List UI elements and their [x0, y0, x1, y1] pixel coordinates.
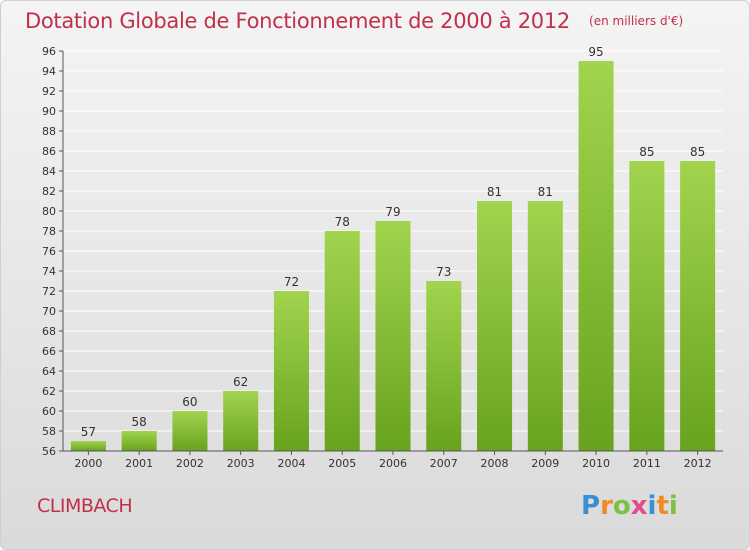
- title-row: Dotation Globale de Fonctionnement de 20…: [25, 9, 683, 33]
- x-tick-label: 2008: [481, 457, 509, 470]
- bar-2010: [578, 61, 614, 451]
- x-tick-label: 2010: [582, 457, 610, 470]
- bar-2004: [273, 291, 309, 451]
- bar-2000: [70, 441, 106, 451]
- axis-layer: 56 58 60 62 64 66 68 70 72 74 76 78 80 82 84 86 88 90 92 94…: [42, 45, 723, 470]
- y-tick-label: 56: [42, 445, 56, 458]
- value-label: 57: [81, 425, 96, 439]
- logo-letter: r: [600, 491, 613, 521]
- bar-2008: [477, 201, 513, 451]
- y-tick-label: 92: [42, 85, 56, 98]
- value-label: 85: [639, 145, 654, 159]
- x-tick-label: 2005: [328, 457, 356, 470]
- y-tick-label: 90: [42, 105, 56, 118]
- value-label: 72: [284, 275, 299, 289]
- y-tick-label: 84: [42, 165, 56, 178]
- bar-2009: [527, 201, 563, 451]
- y-tick-label: 94: [42, 65, 56, 78]
- value-label: 85: [690, 145, 705, 159]
- bar-2007: [426, 281, 462, 451]
- logo-letter: o: [612, 491, 631, 521]
- x-tick-label: 2012: [684, 457, 712, 470]
- place-label: CLIMBACH: [37, 495, 133, 517]
- logo-letter: i: [668, 491, 678, 521]
- proxiti-logo: Proxiti: [581, 491, 678, 521]
- bar-2002: [172, 411, 208, 451]
- bar-2001: [121, 431, 157, 451]
- y-tick-label: 60: [42, 405, 56, 418]
- x-tick-label: 2002: [176, 457, 204, 470]
- logo-letter: x: [630, 491, 648, 521]
- bar-2012: [680, 161, 716, 451]
- x-tick-label: 2011: [633, 457, 661, 470]
- y-tick-label: 74: [42, 265, 56, 278]
- y-tick-label: 70: [42, 305, 56, 318]
- value-label: 73: [436, 265, 451, 279]
- bar-2003: [223, 391, 259, 451]
- y-tick-label: 68: [42, 325, 56, 338]
- y-tick-label: 58: [42, 425, 56, 438]
- x-tick-label: 2001: [125, 457, 153, 470]
- x-tick-label: 2009: [531, 457, 559, 470]
- y-tick-label: 82: [42, 185, 56, 198]
- chart-title: Dotation Globale de Fonctionnement de 20…: [25, 9, 570, 33]
- x-tick-label: 2006: [379, 457, 407, 470]
- value-label: 81: [538, 185, 553, 199]
- y-tick-label: 80: [42, 205, 56, 218]
- x-tick-label: 2003: [227, 457, 255, 470]
- x-tick-label: 2007: [430, 457, 458, 470]
- y-tick-label: 78: [42, 225, 56, 238]
- logo-letter: t: [656, 491, 669, 521]
- y-tick-label: 88: [42, 125, 56, 138]
- logo-letter: P: [581, 491, 601, 521]
- y-tick-label: 72: [42, 285, 56, 298]
- logo-letter: i: [647, 491, 657, 521]
- bar-2011: [629, 161, 665, 451]
- y-tick-label: 62: [42, 385, 56, 398]
- y-tick-label: 66: [42, 345, 56, 358]
- chart-subtitle: (en milliers d'€): [589, 14, 684, 28]
- value-label: 95: [588, 45, 603, 59]
- bar-2006: [375, 221, 411, 451]
- value-label: 62: [233, 375, 248, 389]
- x-tick-label: 2000: [74, 457, 102, 470]
- bar-layer: 57 58 60 62 72 78 79 73 81 81 95 85 85: [70, 45, 716, 451]
- value-label: 58: [132, 415, 147, 429]
- value-label: 79: [385, 205, 400, 219]
- x-tick-label: 2004: [277, 457, 305, 470]
- y-tick-label: 64: [42, 365, 56, 378]
- value-label: 60: [182, 395, 197, 409]
- bar-2005: [324, 231, 360, 451]
- y-tick-label: 76: [42, 245, 56, 258]
- y-tick-label: 96: [42, 45, 56, 58]
- y-tick-label: 86: [42, 145, 56, 158]
- value-label: 78: [335, 215, 350, 229]
- value-label: 81: [487, 185, 502, 199]
